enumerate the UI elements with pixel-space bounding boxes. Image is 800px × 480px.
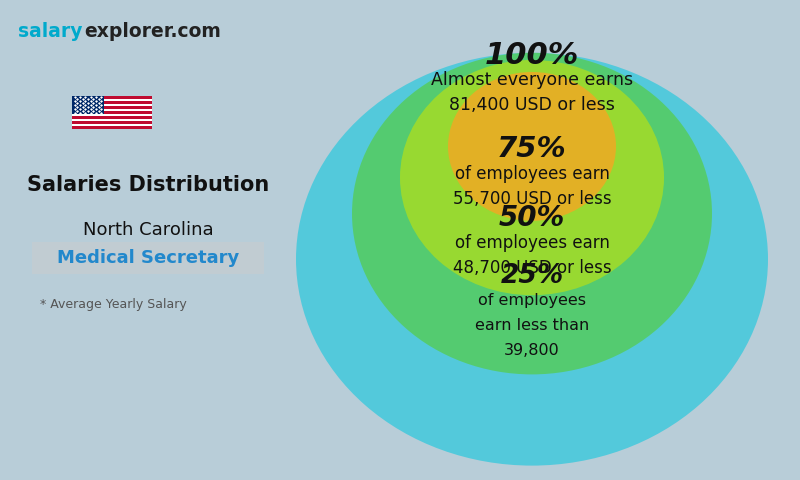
- Text: 81,400 USD or less: 81,400 USD or less: [449, 96, 615, 114]
- FancyBboxPatch shape: [72, 121, 152, 124]
- FancyBboxPatch shape: [72, 101, 152, 104]
- Text: 55,700 USD or less: 55,700 USD or less: [453, 190, 611, 208]
- FancyBboxPatch shape: [72, 124, 152, 126]
- FancyBboxPatch shape: [72, 98, 152, 101]
- FancyBboxPatch shape: [72, 119, 152, 121]
- Text: of employees earn: of employees earn: [454, 165, 610, 183]
- Text: North Carolina: North Carolina: [82, 221, 214, 240]
- FancyBboxPatch shape: [32, 242, 264, 274]
- FancyBboxPatch shape: [72, 116, 152, 119]
- Text: salary: salary: [18, 22, 82, 41]
- Ellipse shape: [400, 60, 664, 295]
- Text: Medical Secretary: Medical Secretary: [57, 249, 239, 267]
- Text: Salaries Distribution: Salaries Distribution: [27, 175, 269, 195]
- Text: 39,800: 39,800: [504, 343, 560, 359]
- Ellipse shape: [352, 53, 712, 374]
- FancyBboxPatch shape: [72, 104, 152, 106]
- Text: 25%: 25%: [501, 263, 563, 289]
- Text: 75%: 75%: [497, 135, 567, 163]
- Ellipse shape: [448, 72, 616, 221]
- Text: of employees: of employees: [478, 293, 586, 309]
- FancyBboxPatch shape: [72, 108, 152, 111]
- FancyBboxPatch shape: [72, 106, 152, 108]
- Text: earn less than: earn less than: [475, 318, 589, 334]
- Ellipse shape: [296, 53, 768, 466]
- FancyBboxPatch shape: [72, 96, 104, 114]
- Text: explorer.com: explorer.com: [84, 22, 221, 41]
- Text: 100%: 100%: [485, 41, 579, 70]
- Text: Almost everyone earns: Almost everyone earns: [431, 71, 633, 89]
- Text: 48,700 USD or less: 48,700 USD or less: [453, 259, 611, 277]
- FancyBboxPatch shape: [72, 114, 152, 116]
- Text: of employees earn: of employees earn: [454, 234, 610, 252]
- Text: 50%: 50%: [499, 204, 565, 232]
- FancyBboxPatch shape: [72, 111, 152, 114]
- FancyBboxPatch shape: [72, 96, 152, 98]
- Text: * Average Yearly Salary: * Average Yearly Salary: [40, 298, 186, 312]
- FancyBboxPatch shape: [72, 126, 152, 129]
